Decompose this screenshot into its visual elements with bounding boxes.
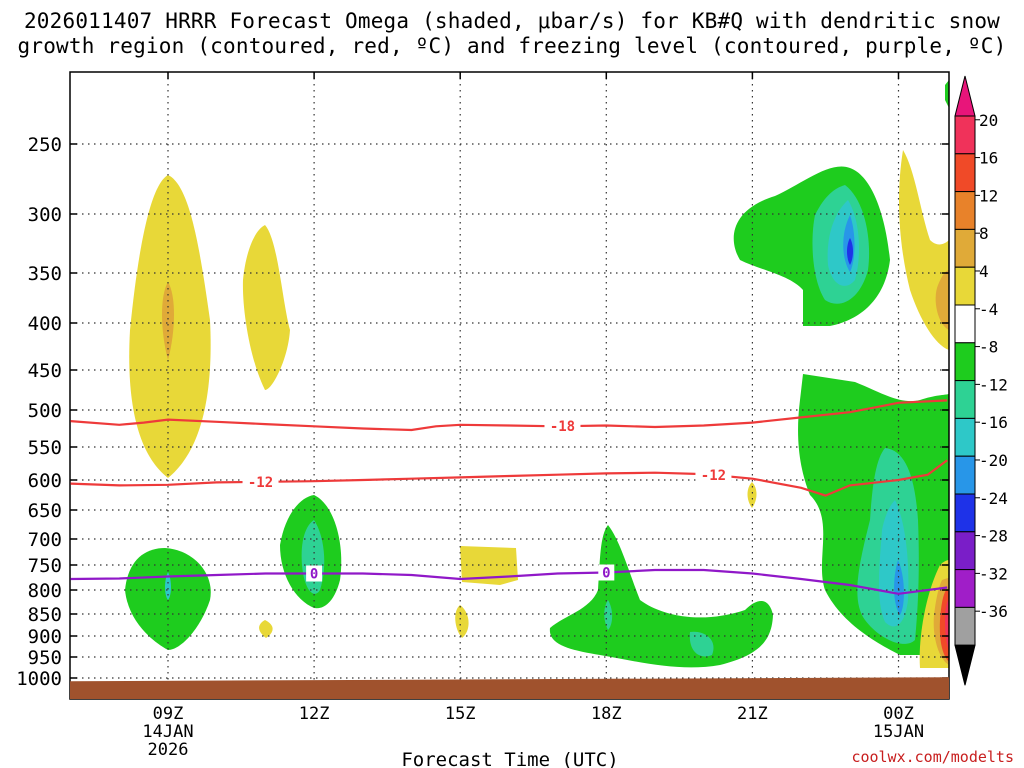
dgz-contour--18-label-0: -18	[550, 419, 575, 435]
freezing-level-contour-label-0: 0	[310, 567, 318, 583]
y-tick-label-600: 600	[28, 470, 62, 492]
chart-title-line-2: growth region (contoured, red, ºC) and f…	[17, 34, 1007, 58]
chart-title-line-1: 2026011407 HRRR Forecast Omega (shaded, …	[23, 9, 1001, 33]
colorbar-swatch-6	[954, 342, 976, 382]
colorbar-label--24: -24	[979, 489, 1008, 508]
colorbar-label-12: 12	[979, 186, 998, 205]
colorbar-swatch-7	[954, 380, 976, 419]
colorbar-label--16: -16	[979, 413, 1008, 432]
freezing-level-contour-label-bg-1	[598, 564, 615, 581]
x-tick-sublabel-year-09Z: 2026	[148, 740, 189, 760]
y-tick-label-800: 800	[28, 580, 62, 602]
colorbar-label-8: 8	[979, 224, 989, 243]
colorbar-swatch-4	[954, 266, 976, 306]
dgz-contour--12-label-1: -12	[701, 468, 726, 484]
colorbar-label--20: -20	[979, 451, 1008, 470]
colorbar-swatch-11	[954, 531, 976, 571]
omega-yellow-blob-10z	[242, 225, 290, 390]
y-axis-tick-labels: 2503003504004505005506006507007508008509…	[16, 134, 62, 690]
y-tick-label-750: 750	[28, 555, 62, 577]
x-tick-label-00Z: 00Z	[883, 704, 914, 724]
x-tick-label-21Z: 21Z	[737, 704, 768, 724]
omega-yellow-spot-15z	[455, 605, 469, 638]
colorbar-swatch-8	[954, 417, 976, 457]
colorbar-label-20: 20	[979, 111, 998, 130]
omega-yellow-spot-11z	[259, 620, 273, 638]
x-tick-label-09Z: 09Z	[153, 704, 184, 724]
x-tick-label-12Z: 12Z	[299, 704, 330, 724]
contour-clip-group: -18 -12 -12 0 0	[70, 399, 948, 595]
y-tick-label-300: 300	[28, 204, 62, 226]
omega-shading	[125, 80, 949, 668]
colorbar-label--4: -4	[979, 300, 998, 319]
grid-lines	[70, 72, 949, 699]
omega-colorbar: 20 16 12 8 4 -4 -8 -12 -16 -20 -24 -28 -32 -36	[954, 75, 1008, 686]
omega-yellow-spot-21z	[747, 482, 757, 508]
colorbar-bottom-arrow	[954, 644, 976, 686]
omega-green-blob-18z	[549, 525, 773, 668]
y-tick-label-650: 650	[28, 500, 62, 522]
colorbar-swatch-5	[954, 304, 976, 344]
y-tick-label-400: 400	[28, 313, 62, 335]
colorbar-swatch-1	[954, 153, 976, 193]
colorbar-swatch-9	[954, 455, 976, 495]
omega-orange-upper-right	[935, 270, 949, 330]
colorbar-label-4: 4	[979, 262, 989, 281]
omega-yellow-blob-15z	[460, 546, 518, 585]
x-tick-sublabel-date-09Z: 14JAN	[142, 722, 193, 742]
y-tick-label-500: 500	[28, 400, 62, 422]
y-tick-label-550: 550	[28, 437, 62, 459]
colorbar-label-16: 16	[979, 149, 998, 168]
omega-green-top-right	[945, 80, 949, 108]
freezing-level-contour-label-bg-0	[306, 565, 323, 582]
colorbar-label--28: -28	[979, 527, 1008, 546]
y-tick-label-250: 250	[28, 134, 62, 156]
dgz-contour--12-label-0: -12	[248, 475, 273, 491]
colorbar-swatch-0	[954, 115, 976, 155]
colorbar-swatch-12	[954, 569, 976, 608]
colorbar-label--36: -36	[979, 602, 1008, 621]
colorbar-label--12: -12	[979, 375, 1008, 394]
y-tick-label-450: 450	[28, 360, 62, 382]
dgz-contour--18-line	[70, 399, 948, 432]
x-axis-label: Forecast Time (UTC)	[401, 749, 618, 768]
omega-pink-lower-right	[945, 600, 949, 650]
dgz-contour--12-label-bg-1	[695, 466, 732, 483]
dgz-contour--12-line	[70, 459, 948, 497]
y-tick-label-850: 850	[28, 604, 62, 626]
y-tick-label-1000: 1000	[16, 668, 62, 690]
colorbar-top-arrow	[954, 75, 976, 117]
y-tick-label-950: 950	[28, 647, 62, 669]
omega-cyan-spot-09z	[165, 572, 171, 600]
credit-link[interactable]: coolwx.com/modelts	[851, 748, 1014, 766]
omega-teal-spot-19z	[689, 631, 714, 657]
freezing-level-contour-line	[70, 568, 948, 595]
colorbar-swatch-3	[954, 228, 976, 268]
omega-orange-core-09z	[162, 282, 174, 360]
terrain-fill	[70, 677, 949, 699]
y-tick-label-700: 700	[28, 529, 62, 551]
y-tick-label-900: 900	[28, 626, 62, 648]
colorbar-swatch-10	[954, 493, 976, 533]
dgz-contour--12-label-bg-0	[242, 473, 279, 490]
contour-lines: -18 -12 -12 0 0	[70, 399, 948, 595]
x-tick-sublabel-date-00Z: 15JAN	[873, 722, 924, 742]
colorbar-swatch-2	[954, 191, 976, 230]
omega-blue-core-00z	[894, 560, 904, 615]
x-tick-label-15Z: 15Z	[445, 704, 476, 724]
x-tick-label-18Z: 18Z	[591, 704, 622, 724]
colorbar-swatch-13	[954, 606, 976, 646]
omega-deep-blue-core-23z	[847, 238, 853, 265]
dgz-contour--18-label-bg-0	[544, 418, 581, 435]
terrain-surface	[70, 677, 949, 699]
colorbar-label--32: -32	[979, 564, 1008, 583]
y-tick-label-350: 350	[28, 263, 62, 285]
freezing-level-contour-label-1: 0	[602, 566, 610, 582]
colorbar-label--8: -8	[979, 338, 998, 357]
